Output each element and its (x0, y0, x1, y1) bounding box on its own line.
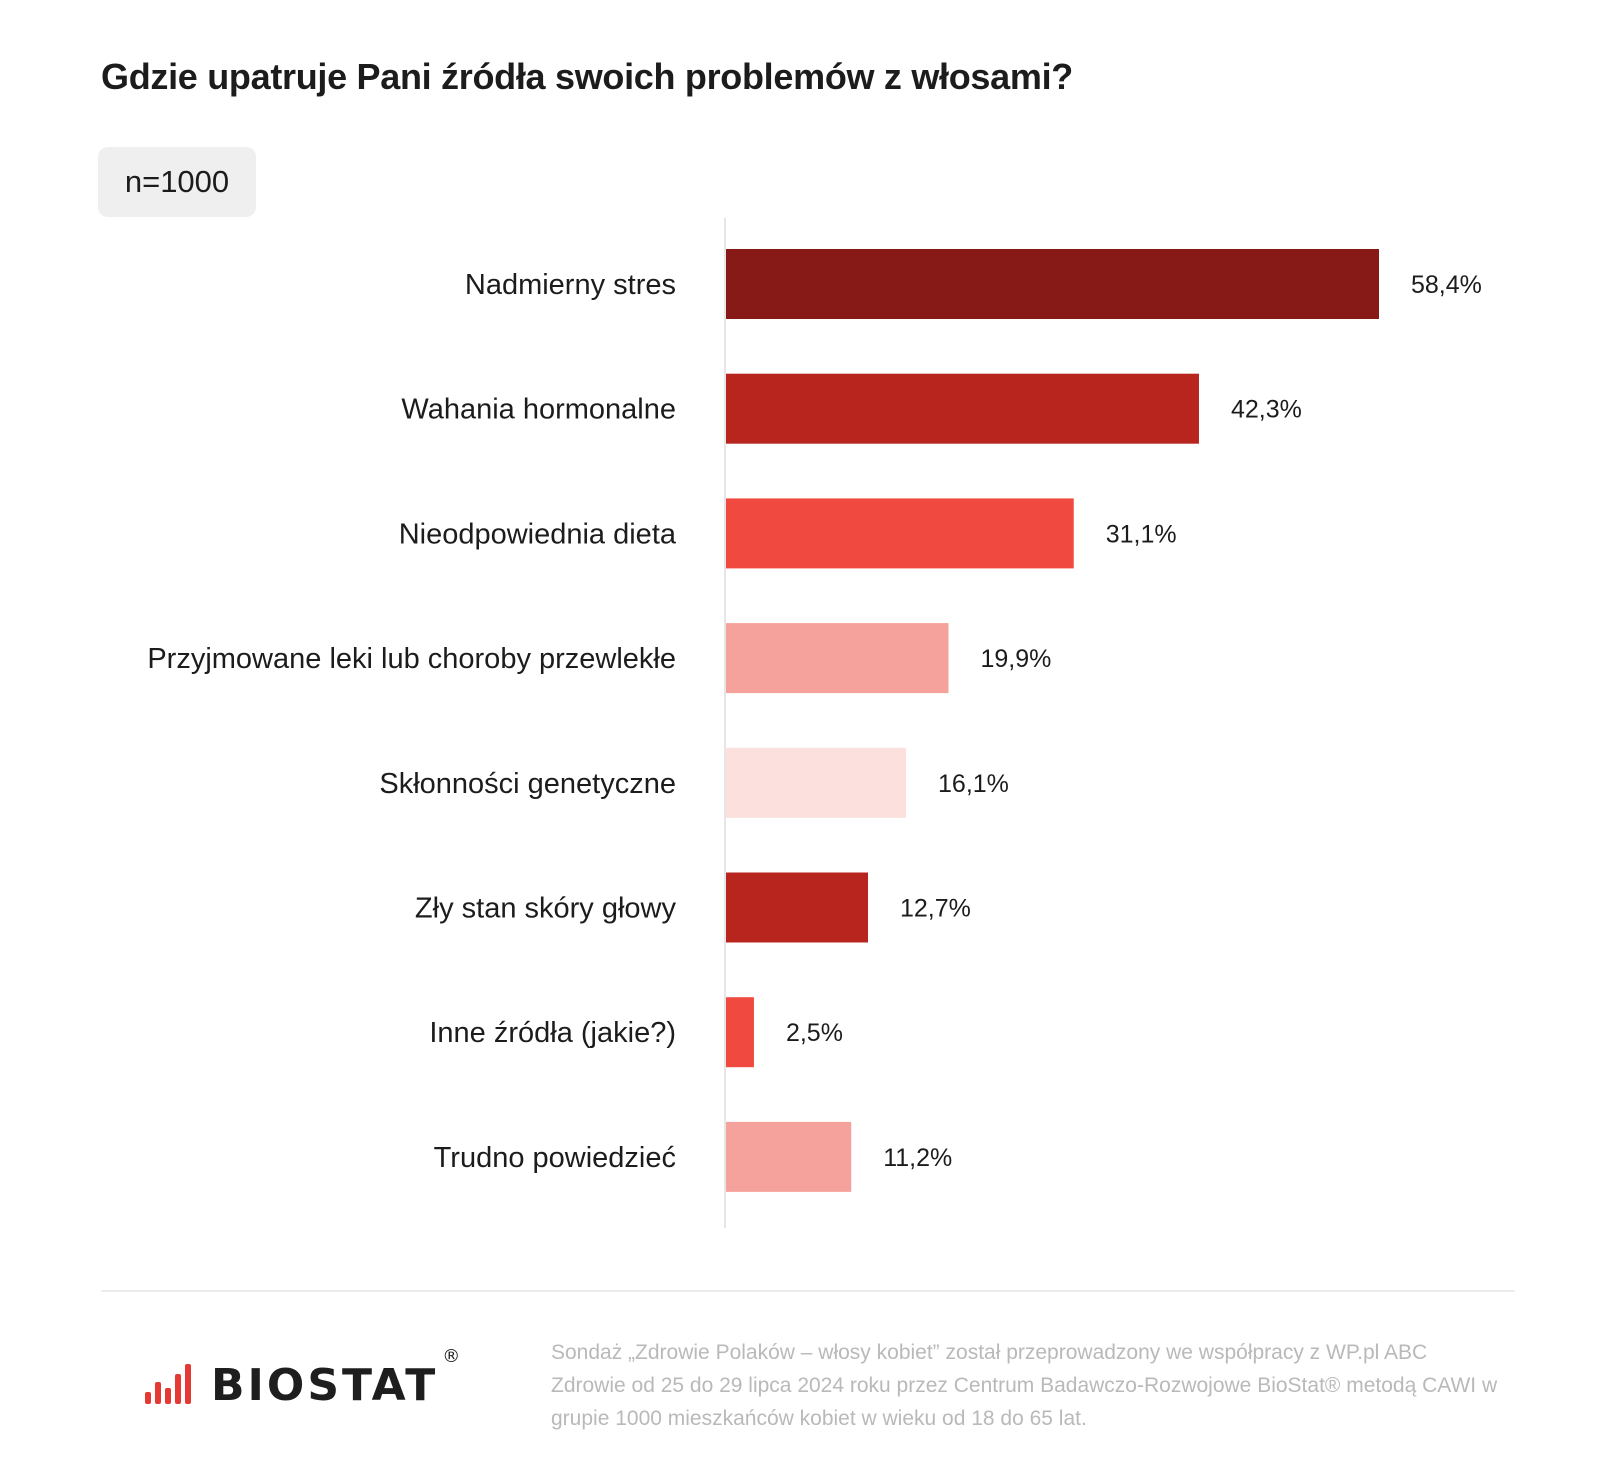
category-label: Trudno powiedzieć (434, 1142, 676, 1174)
bar-8 (726, 1121, 852, 1192)
value-label: 2,5% (786, 1019, 843, 1047)
value-label: 11,2% (883, 1144, 952, 1172)
bar-4 (726, 623, 949, 694)
value-label: 16,1% (938, 770, 1009, 798)
footer-divider (101, 1290, 1515, 1292)
category-label: Inne źródła (jakie?) (429, 1017, 676, 1049)
category-label: Nieodpowiednia dieta (399, 518, 677, 550)
value-label: 58,4% (1411, 271, 1482, 299)
bars-group: Nadmierny stres 58,4% Wahania hormonalne 42… (147, 249, 1482, 1192)
bar-chart: Nadmierny stres 58,4% Wahania hormonalne 42… (147, 218, 1482, 1228)
bar-3 (726, 498, 1074, 569)
category-label: Wahania hormonalne (401, 394, 676, 426)
category-label: Zły stan skóry głowy (415, 893, 677, 925)
category-label: Przyjmowane leki lub choroby przewlekłe (147, 643, 676, 675)
category-label: Skłonności genetyczne (379, 768, 676, 800)
chart-title: Gdzie upatruje Pani źródła swoich proble… (101, 56, 1073, 97)
bar-1 (726, 249, 1379, 319)
bar-7 (726, 997, 754, 1068)
logo-bars-icon (145, 1360, 191, 1404)
logo-text: BIOSTAT (211, 1360, 439, 1411)
logo-registered-mark: ® (442, 1346, 461, 1367)
value-label: 31,1% (1106, 520, 1177, 548)
category-label: Nadmierny stres (465, 269, 676, 301)
bar-2 (726, 373, 1199, 444)
bar-6 (726, 872, 869, 943)
sample-size-badge: n=1000 (98, 147, 256, 217)
value-label: 19,9% (981, 645, 1052, 673)
bar-5 (726, 747, 907, 818)
biostat-logo: BIOSTAT ® (145, 1346, 460, 1411)
value-label: 42,3% (1231, 396, 1302, 424)
value-label: 12,7% (900, 895, 971, 923)
survey-footnote: Sondaż „Zdrowie Polaków – włosy kobiet” … (551, 1341, 1498, 1430)
